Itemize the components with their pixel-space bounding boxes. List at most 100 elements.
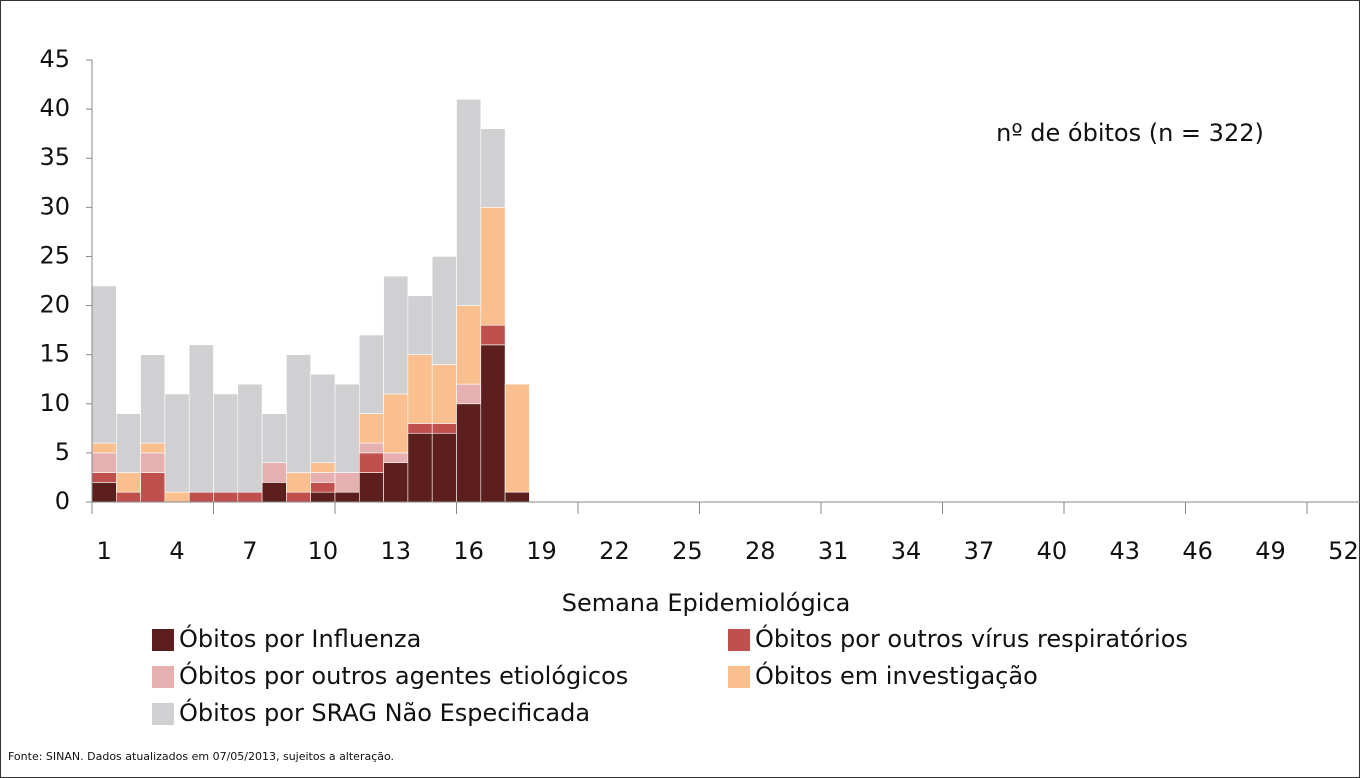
bar-segment [91, 442, 117, 454]
bar-segment [407, 354, 433, 424]
x-tick-label: 10 [308, 537, 339, 565]
bar-segment [358, 442, 384, 454]
bar-segment [116, 491, 141, 503]
x-tick-label: 7 [242, 537, 257, 565]
bar-segment [213, 393, 239, 493]
bar-segment [407, 432, 433, 503]
bar-segment [504, 383, 530, 493]
y-tick-label: 25 [39, 241, 70, 269]
bar-segment [431, 432, 457, 503]
legend-label: Óbitos por Influenza [179, 623, 421, 653]
x-tick-label: 40 [1037, 537, 1068, 565]
bar-segment [334, 491, 360, 503]
bar-segment [480, 128, 506, 208]
x-tick-label: 25 [672, 537, 703, 565]
bar-segment [140, 442, 166, 454]
bar-segment [407, 295, 433, 355]
x-tick-label: 37 [964, 537, 995, 565]
bar-segment [407, 423, 433, 434]
bar-segment [91, 472, 117, 483]
y-tick-label: 45 [39, 45, 70, 73]
bar-segment [480, 207, 506, 326]
legend-swatch [152, 666, 174, 688]
y-tick-label: 10 [39, 389, 70, 417]
bar-segment [358, 334, 384, 414]
x-tick-label: 31 [818, 537, 849, 565]
bar-segment [480, 324, 506, 346]
bar-segment [358, 472, 384, 503]
x-tick-label: 19 [526, 537, 557, 565]
x-tick-label: 1 [97, 537, 112, 565]
legend-label: Óbitos por outros agentes etiológicos [179, 660, 628, 690]
bar-segment [431, 423, 457, 434]
bar-segment [431, 364, 457, 424]
x-tick-label: 22 [599, 537, 630, 565]
y-tick-label: 30 [39, 192, 70, 220]
y-tick-label: 40 [39, 94, 70, 122]
bar-segment [383, 452, 409, 464]
bar-segment [334, 383, 360, 473]
y-tick-label: 5 [55, 438, 70, 466]
legend-swatch [728, 629, 750, 651]
bar-segment [286, 491, 311, 503]
bar-segment [504, 491, 530, 503]
bar-segment [140, 354, 166, 444]
x-tick-label: 34 [891, 537, 922, 565]
bar-segment [188, 491, 214, 503]
bar-segment [91, 482, 117, 503]
bar-segment [456, 383, 482, 405]
bar-segment [237, 491, 263, 503]
legend-label: Óbitos por outros vírus respiratórios [755, 623, 1188, 653]
bar-segment [456, 98, 482, 306]
legend-swatch [728, 666, 750, 688]
bar-segment [310, 491, 336, 503]
bar-segment [261, 413, 287, 464]
bar-segment [164, 491, 190, 503]
bar-segment [358, 452, 384, 473]
bar-segment [286, 472, 311, 493]
bar-segment [310, 472, 336, 483]
legend-swatch [152, 703, 174, 725]
bar-segment [261, 482, 287, 503]
bar-segment [188, 344, 214, 493]
y-tick-label: 35 [39, 143, 70, 171]
bar-segment [213, 491, 239, 503]
bar-segment [383, 462, 409, 503]
bar-segment [164, 393, 190, 493]
y-tick-label: 15 [39, 340, 70, 368]
bar-segment [383, 275, 409, 395]
bar-segment [334, 472, 360, 493]
x-tick-label: 49 [1255, 537, 1286, 565]
bar-segment [310, 482, 336, 493]
legend-label: Óbitos por SRAG Não Especificada [179, 697, 590, 727]
bar-segment [383, 393, 409, 454]
bar-segment [91, 285, 117, 444]
x-tick-label: 28 [745, 537, 776, 565]
bar-segment [310, 374, 336, 464]
bar-segment [358, 413, 384, 444]
x-tick-label: 4 [169, 537, 184, 565]
x-tick-label: 43 [1109, 537, 1140, 565]
bar-segment [456, 305, 482, 385]
bar-segment [261, 462, 287, 483]
bar-segment [310, 462, 336, 473]
source: Fonte: SINAN. Dados atualizados em 07/05… [8, 750, 394, 763]
bar-segment [116, 413, 141, 473]
bar-segment [140, 452, 166, 473]
legend-label: Óbitos em investigação [755, 660, 1038, 690]
x-tick-label: 16 [453, 537, 484, 565]
legend-swatch [152, 629, 174, 651]
bar-segment [91, 452, 117, 473]
bar-segment [431, 256, 457, 365]
x-axis-label: Semana Epidemiológica [562, 589, 851, 617]
x-tick-label: 46 [1182, 537, 1213, 565]
x-tick-label: 13 [380, 537, 411, 565]
bar-segment [140, 472, 166, 503]
bar-segment [456, 403, 482, 503]
bar-segment [480, 344, 506, 503]
y-tick-label: 20 [39, 291, 70, 319]
bar-segment [286, 354, 311, 473]
x-tick-label: 52 [1328, 537, 1359, 565]
